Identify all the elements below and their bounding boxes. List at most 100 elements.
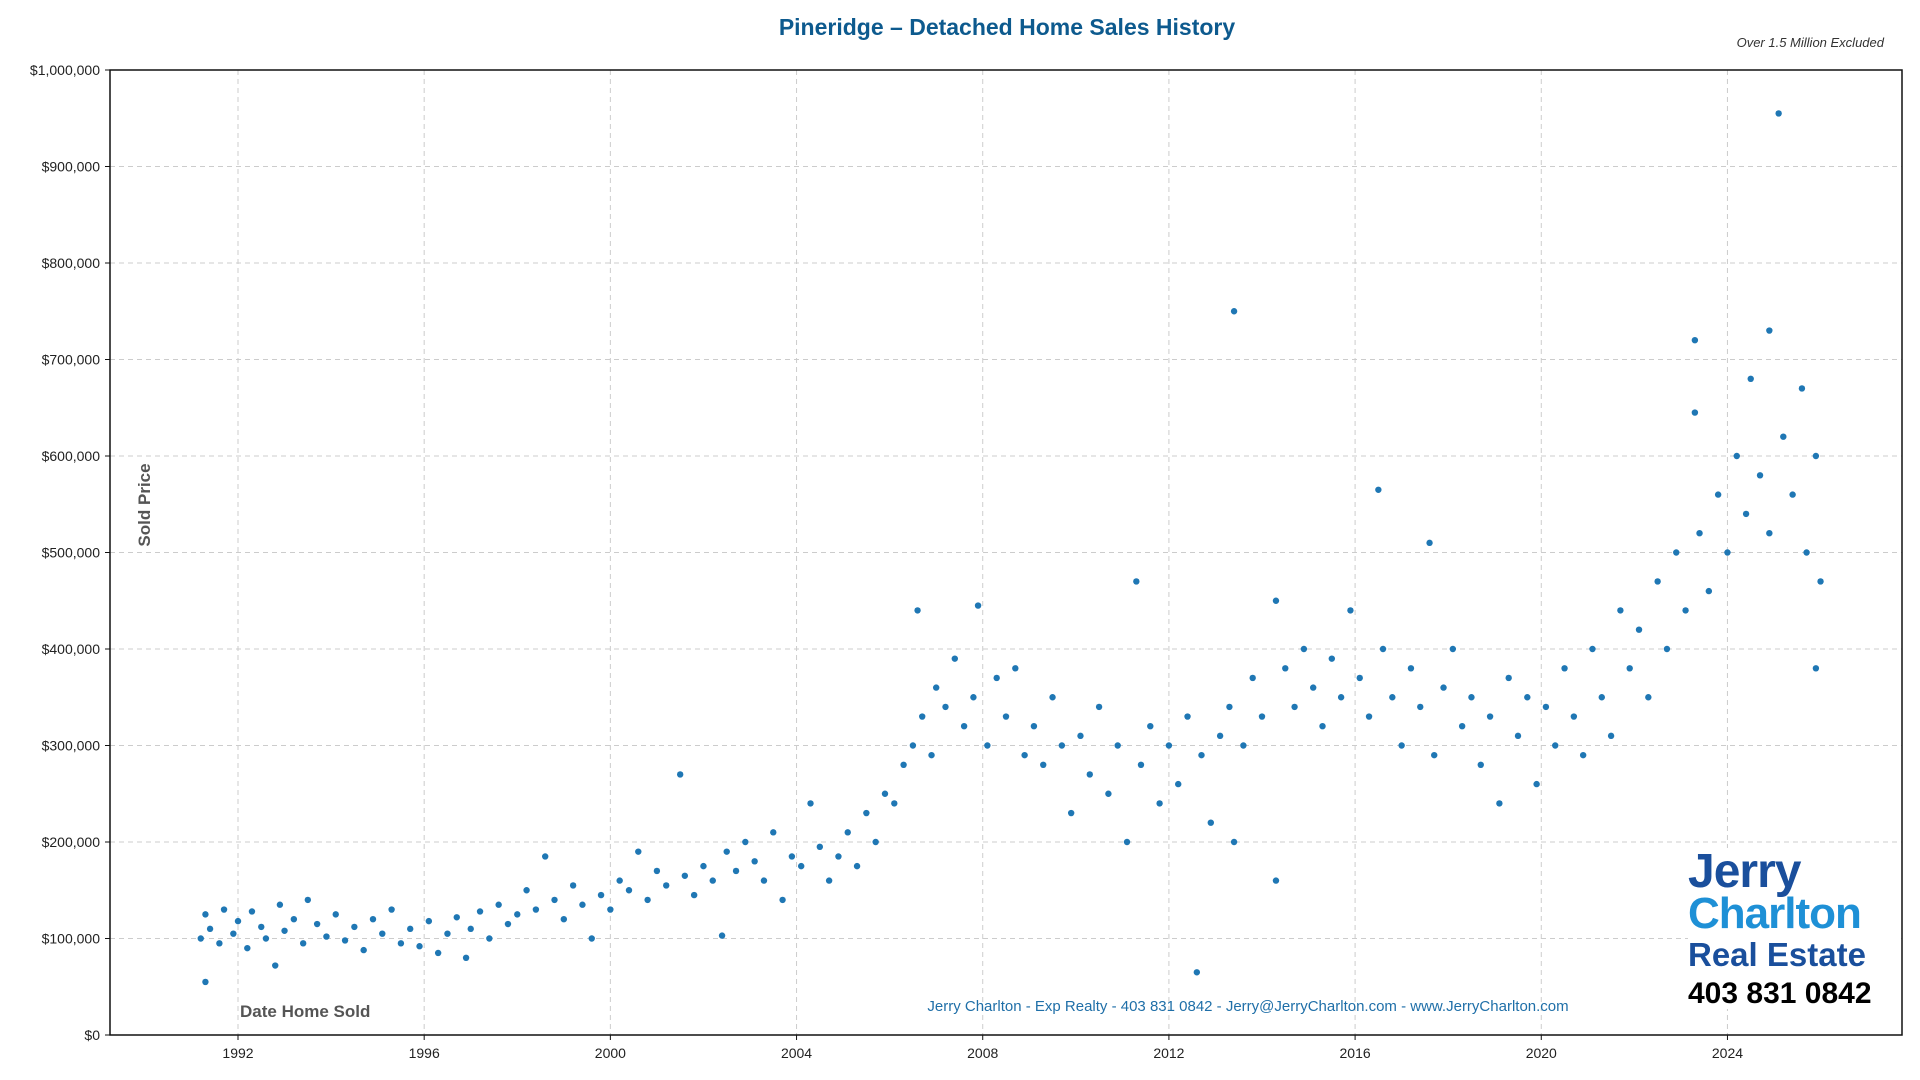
data-point: [1058, 742, 1066, 749]
data-point: [551, 896, 558, 904]
data-point: [1021, 751, 1028, 759]
data-point: [607, 906, 614, 913]
data-point: [779, 896, 786, 904]
data-point: [1431, 751, 1438, 759]
data-point: [1663, 645, 1671, 653]
data-point: [514, 911, 521, 918]
data-point: [1607, 732, 1615, 740]
data-point: [351, 923, 358, 931]
data-point: [1579, 751, 1587, 759]
data-point: [919, 713, 926, 720]
data-point: [1812, 452, 1820, 460]
data-point: [900, 761, 907, 768]
data-point: [486, 935, 493, 942]
data-point: [635, 848, 642, 855]
data-point: [1240, 742, 1247, 749]
x-tick-label: 1992: [222, 1045, 253, 1061]
data-point: [1156, 800, 1163, 807]
data-point: [416, 943, 423, 950]
data-point: [495, 901, 502, 908]
data-point: [1635, 626, 1643, 633]
data-point: [1198, 751, 1205, 759]
data-point: [974, 602, 982, 609]
data-point: [1449, 645, 1457, 653]
data-point: [1272, 877, 1280, 884]
data-point: [788, 853, 796, 860]
data-point: [663, 882, 670, 889]
brand-logo: Jerry Charlton Real Estate 403 831 0842: [1688, 848, 1898, 1009]
data-point: [1514, 732, 1522, 740]
data-point: [909, 742, 917, 749]
data-point: [872, 838, 879, 846]
data-point: [1626, 665, 1633, 672]
logo-line-1: Jerry: [1688, 845, 1801, 898]
data-point: [1742, 510, 1750, 518]
data-point: [751, 858, 758, 865]
data-point: [476, 908, 484, 915]
data-point: [299, 940, 307, 947]
data-point: [770, 829, 777, 836]
y-tick-label: $800,000: [42, 255, 101, 271]
data-point: [1589, 645, 1596, 653]
data-point: [681, 872, 689, 879]
x-tick-label: 2004: [781, 1045, 812, 1061]
data-point: [653, 867, 661, 875]
data-point: [1691, 337, 1699, 344]
y-tick-label: $300,000: [42, 738, 101, 754]
data-point: [425, 917, 433, 925]
data-point: [1705, 587, 1713, 595]
y-tick-label: $400,000: [42, 641, 101, 657]
data-point: [569, 882, 577, 889]
data-point: [676, 771, 684, 778]
y-tick-label: $1,000,000: [30, 62, 100, 78]
data-point: [625, 887, 633, 894]
data-point: [1533, 780, 1540, 788]
data-point: [1095, 703, 1103, 711]
data-point: [1733, 452, 1740, 460]
data-point: [1724, 549, 1731, 556]
data-point: [1468, 694, 1475, 701]
data-point: [341, 937, 349, 944]
data-point: [718, 932, 726, 939]
x-tick-label: 1996: [409, 1045, 440, 1061]
data-point: [616, 877, 623, 884]
data-point: [1756, 472, 1764, 479]
data-point: [1617, 607, 1624, 614]
data-point: [434, 949, 442, 957]
data-point: [579, 901, 586, 908]
data-point: [304, 896, 312, 904]
data-point: [732, 867, 740, 875]
data-point: [1496, 800, 1503, 807]
data-point: [523, 887, 530, 894]
y-tick-label: $200,000: [42, 834, 101, 850]
data-point: [1561, 665, 1568, 672]
data-point: [1337, 694, 1345, 701]
data-point: [202, 978, 209, 986]
y-tick-label: $900,000: [42, 159, 101, 175]
data-point: [1133, 578, 1140, 585]
data-point: [1696, 530, 1703, 537]
data-point: [542, 853, 549, 860]
data-point: [360, 946, 367, 954]
data-point: [202, 911, 209, 918]
data-point: [816, 843, 824, 851]
data-point: [951, 655, 958, 662]
data-point: [932, 684, 940, 691]
data-point: [1310, 684, 1317, 691]
data-point: [863, 809, 870, 817]
data-point: [1486, 713, 1494, 720]
data-point: [928, 751, 935, 759]
data-point: [1524, 694, 1531, 701]
data-point: [1230, 838, 1238, 846]
data-point: [1570, 713, 1578, 720]
data-point: [1114, 742, 1121, 749]
data-point: [1458, 723, 1466, 730]
data-point: [1291, 703, 1298, 711]
data-point: [1645, 694, 1652, 701]
data-point: [853, 862, 861, 870]
x-tick-label: 2024: [1712, 1045, 1743, 1061]
data-point: [276, 901, 284, 908]
data-point: [588, 935, 595, 942]
data-point: [258, 923, 265, 931]
